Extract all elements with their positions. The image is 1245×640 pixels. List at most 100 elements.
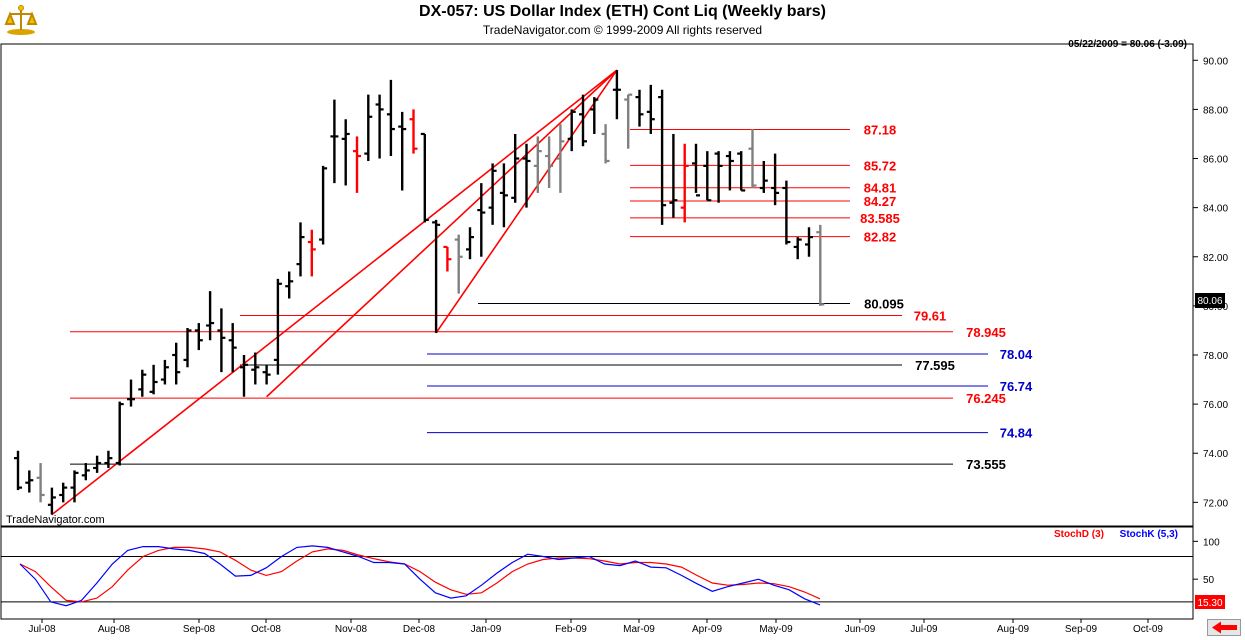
ohlc-bar [771, 153, 780, 206]
stoch-series-line [19, 545, 821, 607]
ohlc-bar [748, 129, 757, 188]
trendline [266, 69, 618, 398]
ohlc-bar [341, 119, 350, 186]
stochd-legend: StochD (3) [1054, 529, 1104, 540]
scroll-right-button[interactable] [1207, 619, 1241, 636]
ohlc-bar [36, 463, 45, 503]
date-tick-label: Oct-08 [251, 624, 281, 635]
ohlc-bar [488, 163, 497, 225]
date-tick-label: Jun-09 [845, 624, 876, 635]
price-level-label: 80.095 [864, 297, 904, 312]
price-level-label: 76.245 [966, 391, 1006, 406]
ohlc-bar [556, 124, 565, 193]
ohlc-bar [47, 487, 56, 515]
ohlc-bar [115, 401, 124, 466]
price-tick-label: 84.00 [1203, 204, 1228, 215]
ohlc-bar [420, 132, 429, 223]
ohlc-bar [680, 143, 689, 223]
price-level-label: 85.72 [864, 158, 897, 173]
ohlc-bar [579, 94, 587, 147]
price-tick-label: 78.00 [1203, 351, 1228, 362]
ohlc-bar [624, 93, 633, 149]
ohlc-bar [398, 111, 407, 191]
ohlc-bar [285, 271, 294, 299]
price-panel [0, 43, 1194, 527]
trade-navigator-logo-icon [4, 4, 38, 36]
price-tick-label: 88.00 [1203, 105, 1228, 116]
price-level-label: 73.555 [966, 457, 1006, 472]
price-tick-label: 74.00 [1203, 449, 1228, 460]
date-tick-label: Jul-09 [910, 624, 938, 635]
price-level-label: 78.04 [1000, 347, 1033, 362]
ohlc-bar [658, 89, 667, 225]
ohlc-bar [759, 160, 768, 193]
ohlc-bar [533, 136, 542, 193]
ohlc-bar [138, 369, 147, 397]
date-tick-label: Sep-09 [1065, 624, 1098, 635]
date-tick-label: Mar-09 [623, 624, 655, 635]
last-price-label: 80.06 [1197, 296, 1222, 307]
price-tick-label: 86.00 [1203, 155, 1228, 166]
ohlc-bar [567, 109, 576, 152]
date-tick-label: Jan-09 [471, 624, 502, 635]
ohlc-bar [240, 354, 248, 397]
stoch-last-value-box [1195, 595, 1225, 609]
price-tick-label: 76.00 [1203, 400, 1228, 411]
ohlc-bar [601, 124, 610, 164]
ohlc-bar [443, 245, 452, 272]
ohlc-bar [104, 450, 113, 468]
ohlc-bar [14, 450, 22, 491]
ohlc-bar [70, 470, 79, 503]
ohlc-bar [262, 364, 271, 385]
copyright-subtitle: TradeNavigator.com © 1999-2009 All right… [482, 23, 763, 37]
ohlc-bar [703, 151, 712, 202]
ohlc-bar [228, 323, 237, 373]
ohlc-bar [319, 165, 328, 245]
trendline [51, 69, 618, 516]
stochk-legend: StochK (5,3) [1120, 529, 1178, 540]
ohlc-bar [307, 229, 316, 277]
date-tick-label: Aug-08 [98, 624, 131, 635]
ohlc-bar [353, 136, 361, 193]
price-level-label: 78.945 [966, 325, 1006, 340]
ohlc-bar [635, 89, 644, 127]
ohlc-bar [160, 359, 169, 385]
ohlc-bar [737, 151, 746, 192]
ohlc-bar [81, 463, 90, 481]
last-bar-status: 05/22/2009 = 80.06 (-3.09) [1068, 39, 1187, 50]
arrow-left-icon [1212, 621, 1237, 634]
ohlc-bar [432, 219, 441, 333]
price-axis: 72.0074.0076.0078.0080.0082.0084.0086.00… [1193, 56, 1228, 509]
ohlc-bar [499, 163, 508, 228]
ohlc-bar [296, 222, 305, 277]
date-tick-label: Dec-08 [403, 624, 436, 635]
ohlc-bar [782, 180, 791, 245]
stoch-tick-label: 100 [1203, 537, 1220, 548]
stochastic-panel [0, 526, 1194, 620]
date-tick-label: Sep-08 [183, 624, 216, 635]
ohlc-bar [545, 136, 554, 188]
ohlc-bar [206, 291, 215, 341]
chart-header: DX-057: US Dollar Index (ETH) Cont Liq (… [0, 0, 1245, 44]
ohlc-bar [511, 133, 520, 203]
ohlc-bar [522, 143, 531, 208]
date-tick-label: Aug-09 [997, 624, 1030, 635]
ohlc-bar [375, 94, 384, 159]
last-price-box [1195, 293, 1225, 308]
ohlc-bar [127, 379, 135, 407]
ohlc-bar [217, 308, 226, 373]
ohlc-bar [725, 151, 734, 191]
ohlc-bar [477, 183, 486, 257]
ohlc-bar [793, 237, 802, 260]
stoch-last-value: 15.30 [1197, 598, 1222, 609]
ohlc-bar [646, 84, 655, 134]
price-level-label: 83.585 [860, 211, 900, 226]
ohlc-bar [816, 224, 825, 306]
ohlc-bar [669, 133, 678, 218]
date-tick-label: Jul-08 [28, 624, 56, 635]
ohlc-bar [330, 99, 339, 184]
date-tick-label: May-09 [759, 624, 793, 635]
ohlc-bar [386, 79, 395, 157]
